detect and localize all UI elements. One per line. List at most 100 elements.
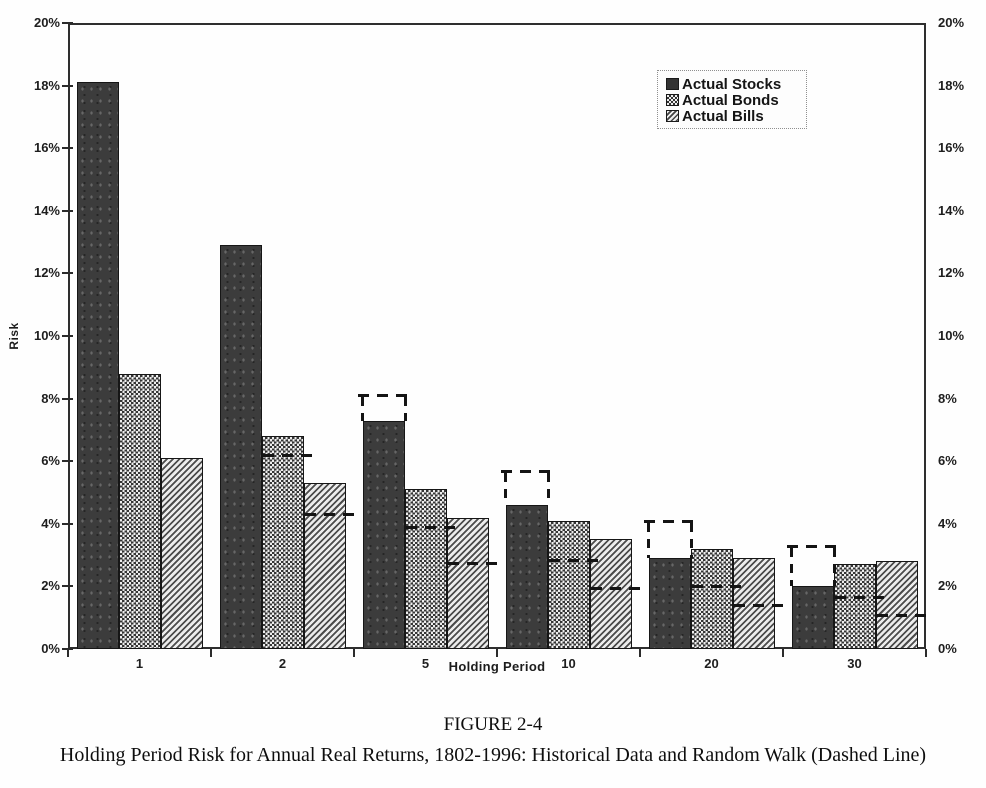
legend-item-bonds: Actual Bonds [666, 91, 800, 109]
y-axis-title: Risk [7, 322, 21, 350]
bar-actual-bills-10 [590, 539, 632, 649]
y-tick-label-left: 8% [41, 390, 60, 406]
bills-swatch-icon [666, 110, 679, 122]
x-tick-mark [639, 649, 641, 657]
random-walk-actual-stocks-5-side-right [404, 397, 407, 421]
legend-label-bills: Actual Bills [682, 107, 764, 125]
bar-actual-bonds-30 [834, 564, 876, 649]
random-walk-actual-bills-30 [877, 613, 927, 617]
figure-caption: Holding Period Risk for Annual Real Retu… [59, 744, 927, 766]
y-tick-mark [62, 209, 73, 212]
random-walk-actual-stocks-30-top [787, 544, 838, 548]
random-walk-actual-bonds-2 [263, 453, 313, 457]
random-walk-actual-stocks-10-side-right [547, 472, 550, 505]
random-walk-actual-bonds-5 [406, 525, 456, 529]
bar-actual-bonds-1 [119, 373, 161, 649]
y-tick-mark [62, 22, 73, 24]
x-tick-mark [782, 649, 784, 657]
bar-actual-bonds-2 [262, 436, 304, 649]
y-tick-label-right: 16% [938, 140, 965, 156]
random-walk-actual-bills-5 [448, 561, 498, 565]
y-tick-mark [62, 147, 73, 150]
x-tick-label: 2 [278, 656, 287, 671]
bar-actual-stocks-20 [649, 558, 691, 649]
y-tick-label-right: 12% [938, 265, 965, 281]
bar-actual-stocks-1 [77, 82, 119, 649]
random-walk-actual-bills-20 [734, 604, 784, 608]
x-axis-title: Holding Period [448, 659, 546, 674]
bonds-swatch-icon [666, 94, 679, 106]
y-tick-mark [62, 84, 73, 87]
y-tick-label-left: 0% [41, 641, 60, 656]
y-tick-label-right: 18% [938, 77, 965, 93]
y-tick-mark [62, 335, 73, 337]
random-walk-actual-stocks-30-side-right [833, 547, 836, 587]
x-tick-mark [353, 649, 355, 657]
bar-actual-stocks-10 [506, 505, 548, 649]
random-walk-actual-stocks-10-side-left [504, 472, 507, 505]
random-walk-actual-bills-10 [591, 586, 641, 590]
random-walk-actual-stocks-5-side-left [361, 397, 364, 421]
x-tick-mark [67, 649, 69, 657]
random-walk-actual-bills-2 [305, 513, 355, 517]
bar-actual-bonds-5 [405, 489, 447, 649]
bar-actual-bonds-10 [548, 520, 590, 649]
y-tick-label-right: 8% [938, 390, 957, 406]
random-walk-actual-stocks-10-top [501, 469, 552, 473]
x-tick-mark [210, 649, 212, 657]
bar-actual-bills-1 [161, 458, 203, 649]
y-tick-mark [62, 522, 73, 525]
bar-actual-bonds-20 [691, 548, 733, 649]
y-tick-label-left: 20% [33, 15, 60, 30]
random-walk-actual-bonds-20 [692, 585, 742, 589]
legend-item-stocks: Actual Stocks [666, 75, 800, 93]
bar-actual-stocks-2 [220, 245, 262, 649]
random-walk-actual-stocks-20-top [644, 519, 695, 523]
x-tick-label: 30 [847, 656, 862, 671]
x-tick-label: 10 [561, 656, 576, 671]
x-tick-mark [925, 649, 927, 657]
y-tick-mark [62, 397, 73, 400]
figure-label: FIGURE 2-4 [443, 714, 543, 735]
y-tick-label-right: 2% [938, 578, 957, 594]
y-tick-label-left: 2% [41, 578, 60, 594]
x-tick-label: 20 [704, 656, 719, 671]
bar-actual-stocks-30 [792, 586, 834, 649]
y-tick-label-left: 10% [33, 328, 60, 343]
y-tick-label-right: 0% [938, 641, 957, 656]
legend-item-bills: Actual Bills [666, 107, 800, 125]
x-tick-label: 5 [421, 656, 430, 671]
y-tick-label-left: 14% [33, 202, 60, 218]
y-tick-label-left: 18% [33, 77, 60, 93]
y-tick-mark [62, 460, 73, 463]
y-tick-label-right: 14% [938, 202, 965, 218]
random-walk-actual-stocks-5-top [358, 394, 409, 398]
random-walk-actual-bonds-10 [549, 558, 599, 562]
y-tick-label-right: 6% [938, 453, 957, 469]
x-tick-label: 1 [135, 656, 144, 671]
random-walk-actual-bonds-30 [835, 596, 885, 600]
stocks-swatch-icon [666, 78, 679, 90]
y-tick-mark [62, 585, 73, 588]
y-tick-label-left: 12% [33, 265, 60, 281]
bar-actual-bills-30 [876, 561, 918, 649]
bar-actual-bills-2 [304, 483, 346, 649]
y-tick-label-right: 4% [938, 515, 957, 531]
random-walk-actual-stocks-20-side-left [647, 522, 650, 559]
bar-actual-bills-5 [447, 517, 489, 649]
random-walk-actual-stocks-20-side-right [690, 522, 693, 559]
y-tick-mark [62, 272, 73, 275]
bar-actual-bills-20 [733, 558, 775, 649]
y-tick-label-left: 16% [33, 140, 60, 156]
legend-label-stocks: Actual Stocks [682, 75, 782, 93]
y-tick-label-right: 10% [938, 328, 965, 343]
legend-label-bonds: Actual Bonds [682, 91, 779, 109]
bar-actual-stocks-5 [363, 420, 405, 649]
y-tick-label-left: 6% [41, 453, 60, 469]
y-tick-label-left: 4% [41, 515, 60, 531]
x-tick-mark [496, 649, 498, 657]
random-walk-actual-stocks-30-side-left [790, 547, 793, 587]
legend: Actual Stocks Actual Bonds Actual Bills [657, 70, 807, 129]
y-tick-label-right: 20% [938, 15, 965, 30]
